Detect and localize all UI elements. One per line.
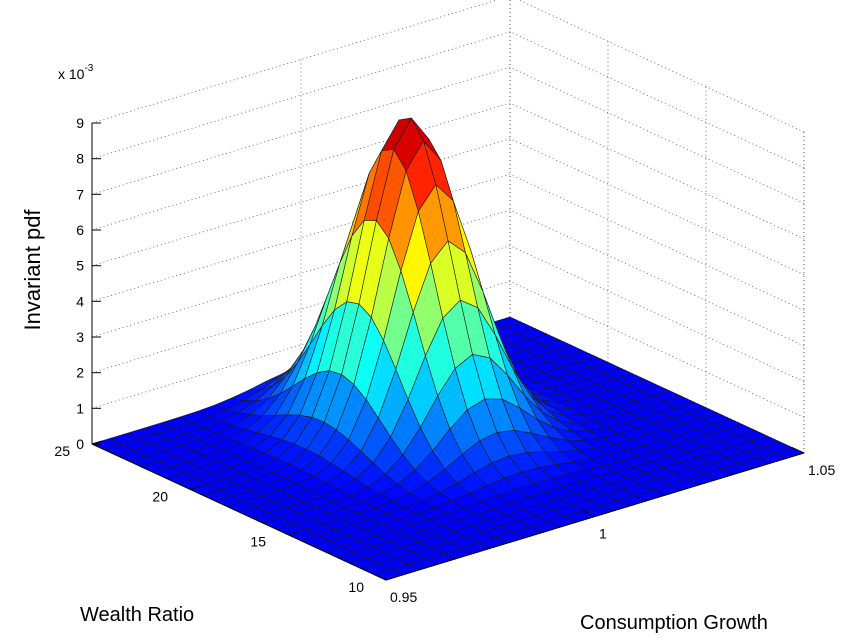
z-tick-label: 1 [76, 400, 84, 416]
grid-line-z-back [91, 102, 511, 231]
x-tick-label: 1 [599, 526, 607, 542]
y-tick-label: 10 [348, 579, 364, 595]
grid-line-z-back [91, 66, 511, 195]
x-axis-label: Consumption Growth [580, 612, 768, 634]
grid-line-z-side [509, 209, 805, 347]
y-tick [91, 440, 103, 445]
z-tick-label: 3 [76, 329, 84, 345]
x-tick [373, 574, 387, 581]
grid-line-z-side [509, 173, 805, 311]
z-tick-label: 2 [76, 365, 84, 381]
tick-layer: 0 1 2 3 4 5 6 7 8 9 10 15 20 25 0.95 1 1.05 [54, 115, 835, 605]
grid-line-z-back [91, 31, 511, 160]
grid-line-z-side [509, 102, 805, 240]
y-tick [189, 485, 201, 490]
y-tick-label: 15 [250, 534, 266, 550]
y-axis-label: Wealth Ratio [80, 604, 194, 626]
grid-line-z-side [509, 138, 805, 276]
y-axis-line [91, 443, 387, 581]
grid-line-z-side [509, 31, 805, 169]
x-tick-label: 0.95 [390, 589, 417, 605]
y-tick-label: 20 [152, 488, 168, 504]
grid-line-z-back [91, 0, 499, 124]
x-tick [791, 447, 805, 454]
z-multiplier-label: x 10-3 [58, 63, 94, 82]
grid-line-z-side [517, 0, 805, 133]
grid-line-z-side [509, 66, 805, 204]
x-tick-label: 1.05 [808, 462, 835, 478]
z-tick-label: 0 [76, 436, 84, 452]
z-tick-label: 6 [76, 222, 84, 238]
z-axis-label: Invariant pdf [20, 209, 45, 331]
z-tick-label: 7 [76, 186, 84, 202]
z-tick-label: 4 [76, 293, 84, 309]
z-multiplier-exponent: -3 [84, 63, 93, 74]
y-tick [385, 576, 397, 581]
x-tick [582, 510, 596, 517]
z-tick-label: 5 [76, 258, 84, 274]
z-tick-label: 8 [76, 151, 84, 167]
y-tick [287, 531, 299, 536]
surface-layer [91, 117, 805, 581]
z-tick-label: 9 [76, 115, 84, 131]
y-tick-label: 25 [54, 443, 70, 459]
